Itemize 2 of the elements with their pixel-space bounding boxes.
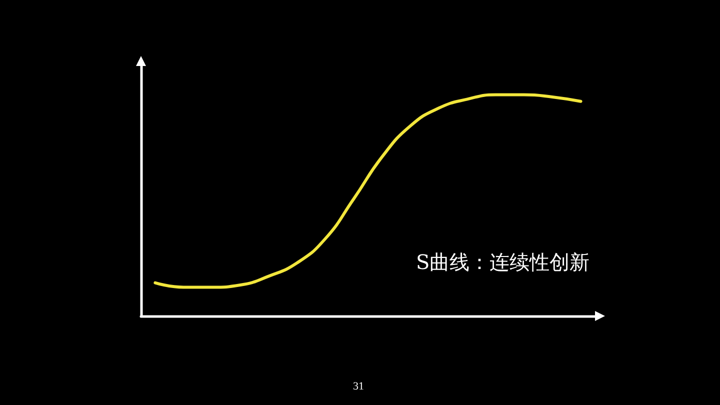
text: 31 [353,380,364,392]
annotation: S曲线：连续性创新 [416,250,590,274]
